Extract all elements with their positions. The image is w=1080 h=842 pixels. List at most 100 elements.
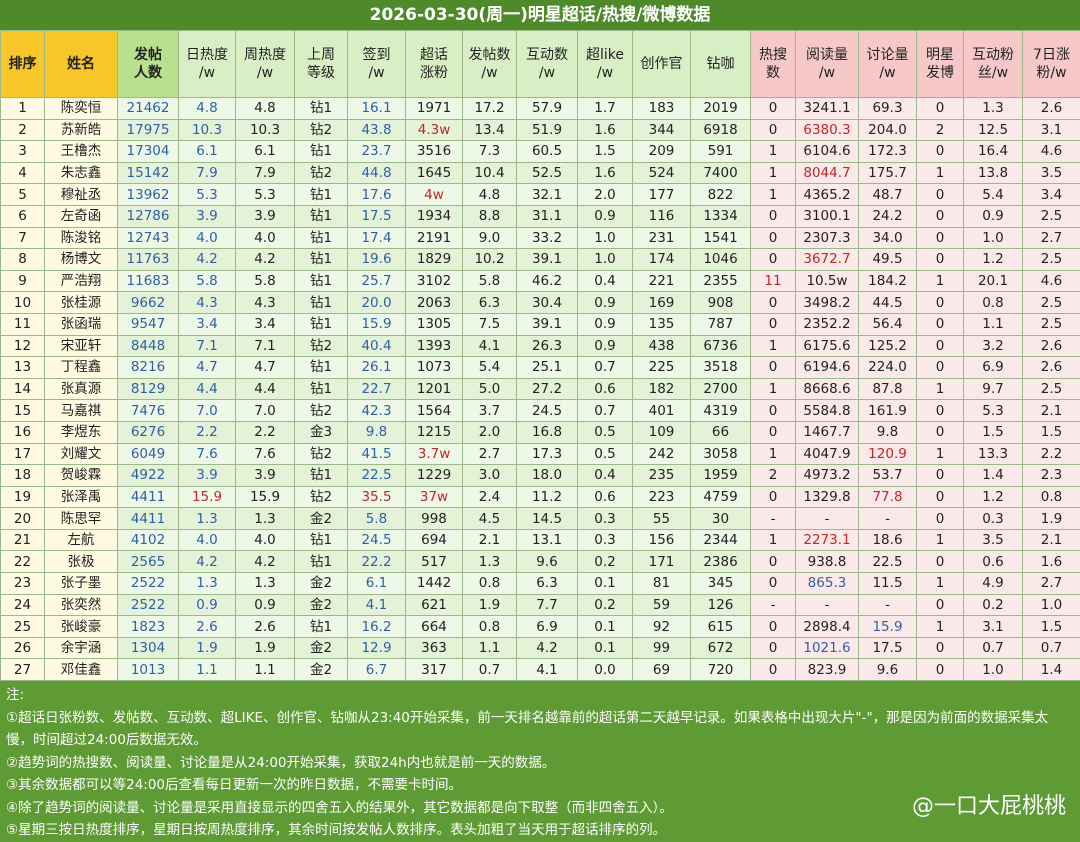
- table-cell: 5.8: [347, 507, 406, 530]
- table-cell: 1304: [117, 636, 179, 660]
- table-cell: 81: [632, 572, 691, 595]
- table-cell: 1201: [405, 377, 463, 401]
- table-cell: 31.1: [516, 204, 578, 228]
- table-cell: 11683: [117, 269, 179, 293]
- table-cell: 1.9: [1022, 507, 1080, 530]
- table-cell: 6194.6: [795, 356, 859, 379]
- table-cell: 李煜东: [44, 420, 118, 444]
- table-cell: 6049: [117, 442, 179, 466]
- watermark: @一口大屁桃桃: [911, 794, 1066, 819]
- table-cell: 0: [750, 226, 796, 250]
- table-cell: 0.5: [577, 442, 633, 466]
- table-cell: 344: [632, 118, 691, 142]
- table-cell: 21462: [117, 97, 179, 120]
- header-cell: 互动粉 丝/w: [963, 30, 1023, 98]
- table-cell: 17975: [117, 118, 179, 142]
- table-cell: 8: [0, 248, 45, 271]
- table-cell: 125.2: [858, 334, 917, 358]
- table-cell: 张真源: [44, 377, 118, 401]
- table-cell: 156: [632, 528, 691, 552]
- table-cell: 钻2: [294, 399, 348, 422]
- table-cell: 钻1: [294, 183, 348, 206]
- header-cell: 7日涨 粉/w: [1022, 30, 1080, 98]
- table-cell: 0.1: [577, 615, 633, 638]
- table-cell: 49.5: [858, 248, 917, 271]
- table-cell: 1: [916, 528, 964, 552]
- table-cell: 2898.4: [795, 615, 859, 638]
- table-cell: 0: [750, 118, 796, 142]
- table-cell: 17.6: [347, 183, 406, 206]
- table-cell: 22.5: [347, 464, 406, 487]
- table-cell: 184.2: [858, 269, 917, 293]
- table-cell: 0: [750, 658, 796, 682]
- table-cell: 17304: [117, 140, 179, 163]
- table-cell: 3241.1: [795, 97, 859, 120]
- table-cell: 5.4: [462, 356, 517, 379]
- table-cell: 1021.6: [795, 636, 859, 660]
- note-line: 注:: [6, 687, 25, 704]
- table-cell: 0.6: [577, 377, 633, 401]
- table-cell: 1.0: [1022, 593, 1080, 617]
- table-cell: 1: [750, 140, 796, 163]
- table-cell: 1.1: [178, 658, 236, 682]
- note-line: ⑤星期三按日热度排序，星期日按周热度排序，其余时间按发帖人数排序。表头加粗了当天…: [6, 822, 667, 839]
- table-cell: 2.6: [178, 615, 236, 638]
- header-cell: 签到 /w: [347, 30, 406, 98]
- table-cell: 钻1: [294, 550, 348, 574]
- table-cell: 15: [0, 399, 45, 422]
- table-cell: 672: [690, 636, 751, 660]
- table-cell: 39.1: [516, 248, 578, 271]
- table-cell: 4.2: [516, 636, 578, 660]
- table-cell: 4.2: [178, 248, 236, 271]
- table-cell: -: [858, 507, 917, 530]
- table-cell: 1.0: [577, 248, 633, 271]
- table-cell: 787: [690, 312, 751, 336]
- table-cell: 1.5: [1022, 615, 1080, 638]
- table-cell: 3.7: [462, 399, 517, 422]
- table-cell: 1215: [405, 420, 463, 444]
- table-cell: 8448: [117, 334, 179, 358]
- table-cell: 4759: [690, 485, 751, 509]
- table-cell: 1.2: [963, 485, 1023, 509]
- table-cell: 24.5: [516, 399, 578, 422]
- table-cell: 2019: [690, 97, 751, 120]
- table-cell: 5: [0, 183, 45, 206]
- table-cell: 1: [916, 377, 964, 401]
- table-cell: 9.6: [516, 550, 578, 574]
- table-cell: 8129: [117, 377, 179, 401]
- table-cell: 2.5: [1022, 248, 1080, 271]
- table-cell: 30: [690, 507, 751, 530]
- table-cell: 0: [750, 312, 796, 336]
- table-cell: 13.8: [963, 161, 1023, 185]
- table-cell: 43.8: [347, 118, 406, 142]
- table-cell: 9.8: [347, 420, 406, 444]
- header-cell: 钻咖: [690, 30, 751, 98]
- table-cell: 4.0: [235, 226, 295, 250]
- table-cell: 12: [0, 334, 45, 358]
- table-cell: 2.0: [577, 183, 633, 206]
- table-cell: 7.0: [235, 399, 295, 422]
- table-cell: 4.7: [178, 356, 236, 379]
- table-cell: 25: [0, 615, 45, 638]
- table-cell: 钻1: [294, 615, 348, 638]
- table-cell: 0.9: [577, 334, 633, 358]
- table-cell: 161.9: [858, 399, 917, 422]
- note-line: ④除了趋势词的阅读量、讨论量是采用直接显示的四舍五入的结果外，其它数据都是向下取…: [6, 799, 673, 816]
- table-cell: 18.0: [516, 464, 578, 487]
- table-cell: 4.3w: [405, 118, 463, 142]
- table-cell: 908: [690, 291, 751, 314]
- table-cell: 1.4: [963, 464, 1023, 487]
- table-cell: 4.1: [516, 658, 578, 682]
- table-cell: 1.3: [462, 550, 517, 574]
- table-cell: 7476: [117, 399, 179, 422]
- table-cell: 9547: [117, 312, 179, 336]
- table-cell: 22: [0, 550, 45, 574]
- table-cell: 6.7: [347, 658, 406, 682]
- table-cell: 1.3: [178, 572, 236, 595]
- table-cell: 35.5: [347, 485, 406, 509]
- table-cell: 7.7: [516, 593, 578, 617]
- table-cell: 1.5: [577, 140, 633, 163]
- table-cell: 0.7: [462, 658, 517, 682]
- table-cell: 10: [0, 291, 45, 314]
- table-cell: 钻1: [294, 226, 348, 250]
